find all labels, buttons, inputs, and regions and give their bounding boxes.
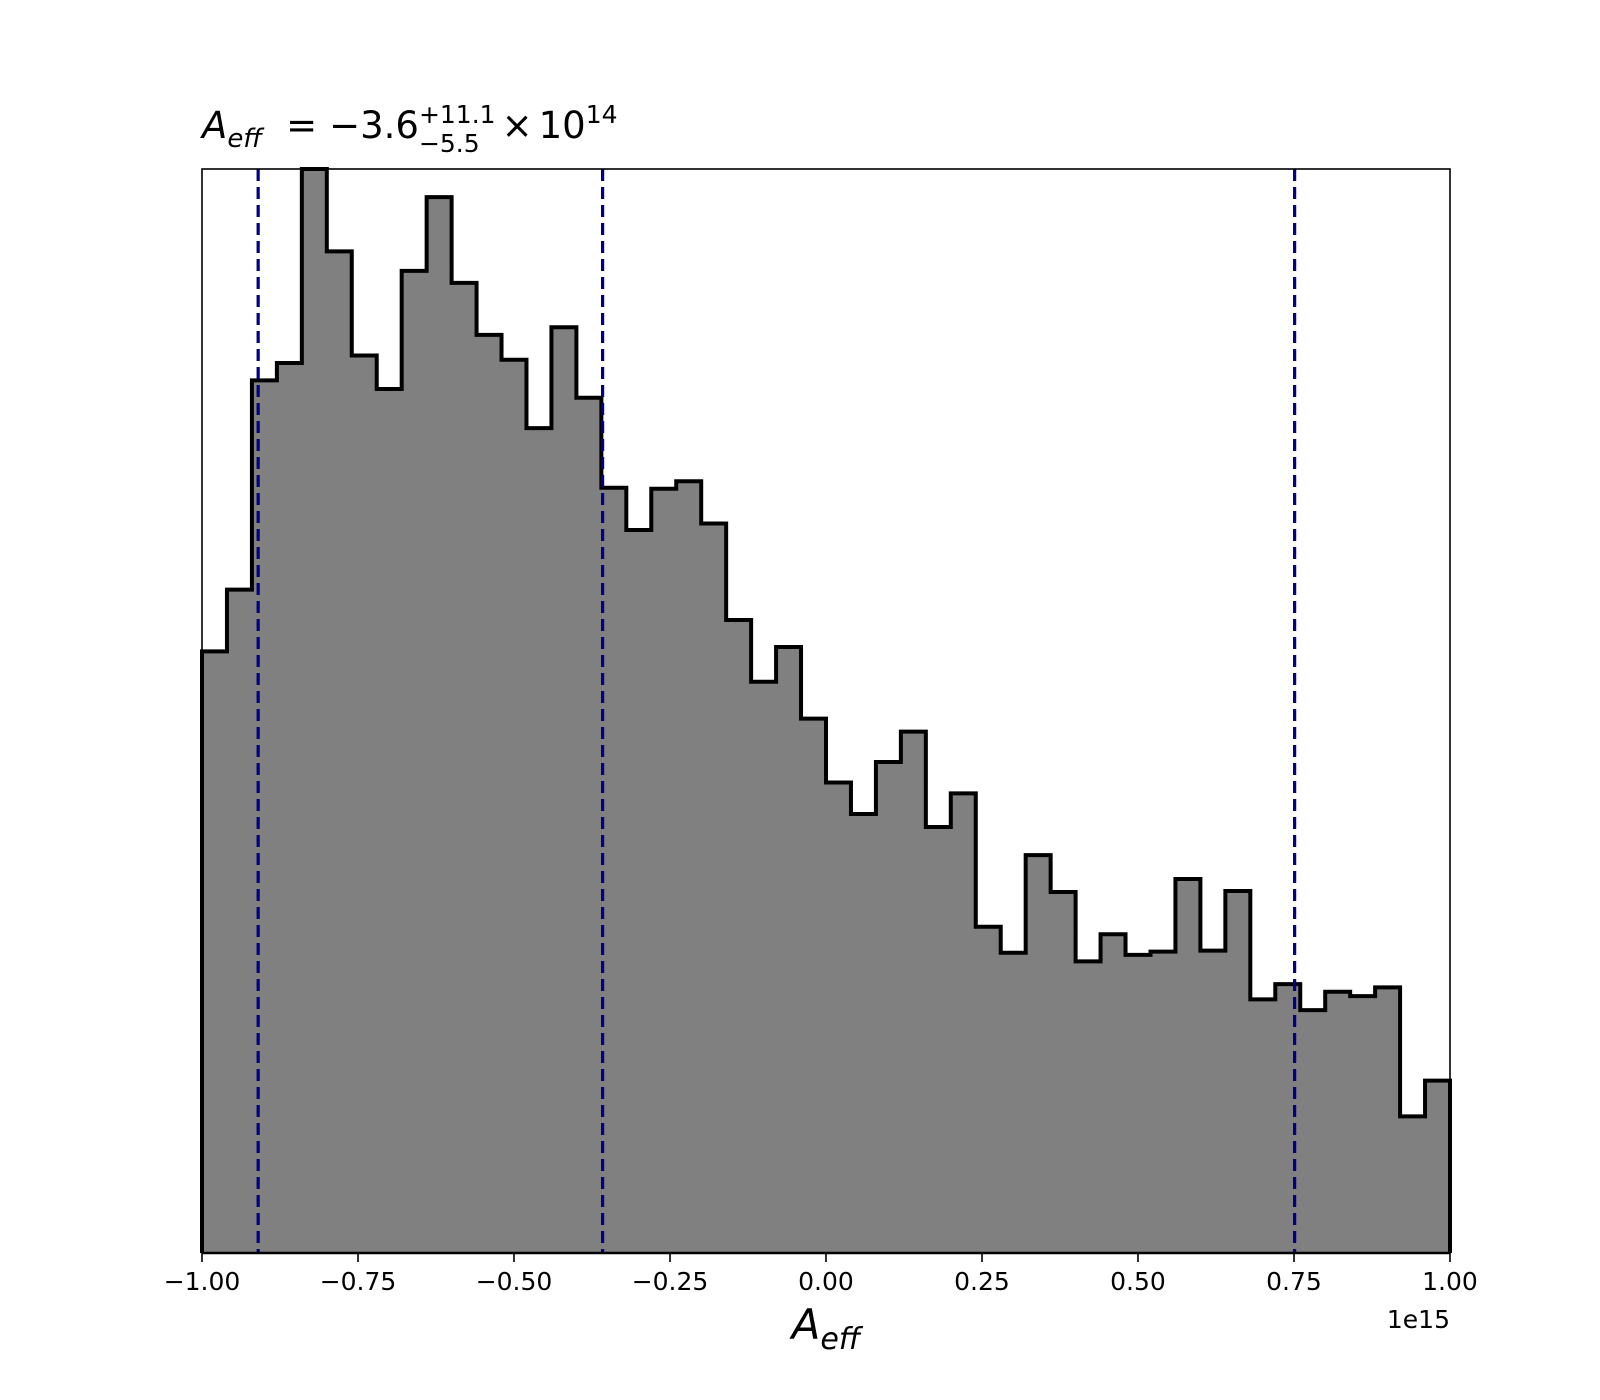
histogram-bar bbox=[1125, 954, 1152, 1253]
histogram-bar bbox=[850, 813, 877, 1253]
title-times: × bbox=[502, 104, 533, 147]
title-exponent: 14 bbox=[586, 100, 618, 129]
histogram-bar bbox=[975, 926, 1002, 1253]
x-tick-label: 0.75 bbox=[1266, 1267, 1322, 1296]
chart-title: Aeff = −3.6+11.1 −5.5 × 1014 bbox=[200, 100, 618, 158]
histogram-bar bbox=[1100, 934, 1127, 1253]
histogram-bar bbox=[326, 251, 353, 1253]
histogram-bar bbox=[501, 359, 528, 1253]
x-axis-label: Aeff bbox=[789, 1300, 864, 1357]
histogram-bar bbox=[476, 334, 503, 1253]
histogram-bar bbox=[351, 355, 378, 1253]
histogram-bar bbox=[451, 282, 478, 1253]
histogram-bar bbox=[576, 397, 602, 1253]
histogram-bar bbox=[1000, 952, 1027, 1253]
x-tick-label: 0.50 bbox=[1110, 1267, 1166, 1296]
histogram-bar bbox=[1400, 1116, 1426, 1253]
histogram-bar bbox=[950, 793, 977, 1253]
histogram-bar bbox=[426, 197, 453, 1254]
histogram-bar bbox=[1200, 950, 1226, 1253]
histogram-bar bbox=[1375, 987, 1401, 1253]
x-axis-label-sub: eff bbox=[820, 1322, 863, 1357]
title-symbol: A bbox=[200, 104, 227, 147]
histogram-bar bbox=[202, 651, 228, 1253]
title-value: −3.6 bbox=[329, 104, 419, 147]
histogram-bar bbox=[1225, 890, 1251, 1253]
x-tick-label: 1.00 bbox=[1422, 1267, 1478, 1296]
histogram-bar bbox=[301, 169, 328, 1253]
histogram-bar bbox=[1350, 996, 1376, 1253]
histogram-bar bbox=[651, 488, 677, 1253]
histogram-bar bbox=[875, 761, 902, 1253]
histogram-bar bbox=[1050, 892, 1077, 1253]
histogram-bar bbox=[526, 428, 553, 1253]
x-axis-offset-label: 1e15 bbox=[1387, 1305, 1450, 1334]
histogram-outline bbox=[200, 167, 1452, 1253]
histogram-bar bbox=[726, 619, 752, 1253]
histogram-bar bbox=[551, 327, 577, 1253]
title-upper-error: +11.1 bbox=[419, 100, 496, 129]
credible-interval-lines bbox=[256, 169, 1297, 1253]
x-axis-ticks: −1.00 −0.75 −0.50 −0.25 0.00 0.25 0.50 0.75 1.00 bbox=[164, 1251, 1478, 1296]
histogram-bar bbox=[401, 270, 428, 1253]
title-base: 10 bbox=[539, 104, 586, 147]
histogram-bar bbox=[826, 782, 852, 1253]
histogram-bar bbox=[900, 731, 927, 1253]
histogram-bar bbox=[751, 681, 777, 1253]
histogram-bar bbox=[1250, 999, 1276, 1253]
histogram-bar bbox=[1150, 951, 1177, 1253]
title-lower-error: −5.5 bbox=[419, 129, 480, 158]
histogram-bar bbox=[1425, 1080, 1451, 1253]
histogram-bar bbox=[925, 826, 952, 1253]
histogram-bar bbox=[776, 647, 802, 1253]
histogram-bars bbox=[200, 167, 1452, 1254]
histogram-bar bbox=[1025, 855, 1052, 1253]
x-tick-label: −1.00 bbox=[164, 1267, 241, 1296]
histogram-bar bbox=[626, 529, 652, 1253]
histogram-bar bbox=[276, 363, 303, 1253]
x-tick-label: 0.25 bbox=[954, 1267, 1010, 1296]
x-tick-label: −0.50 bbox=[476, 1267, 553, 1296]
histogram-bar bbox=[1300, 1010, 1326, 1253]
x-tick-label: −0.75 bbox=[320, 1267, 397, 1296]
histogram-bar bbox=[676, 481, 702, 1253]
histogram-bar bbox=[376, 389, 403, 1253]
histogram-bar bbox=[701, 523, 727, 1253]
x-tick-label: −0.25 bbox=[632, 1267, 709, 1296]
x-axis-label-main: A bbox=[789, 1300, 821, 1349]
histogram-bar bbox=[1075, 961, 1102, 1253]
histogram-bar bbox=[801, 718, 827, 1253]
title-symbol-sub: eff bbox=[227, 124, 265, 154]
histogram-bar bbox=[1175, 879, 1201, 1253]
x-tick-label: 0.00 bbox=[798, 1267, 854, 1296]
histogram-bar bbox=[226, 589, 253, 1253]
histogram-bar bbox=[1275, 984, 1301, 1253]
title-equals: = bbox=[286, 104, 317, 147]
histogram-bar bbox=[601, 487, 627, 1253]
histogram-bar bbox=[251, 380, 278, 1253]
histogram-bar bbox=[1325, 991, 1351, 1253]
